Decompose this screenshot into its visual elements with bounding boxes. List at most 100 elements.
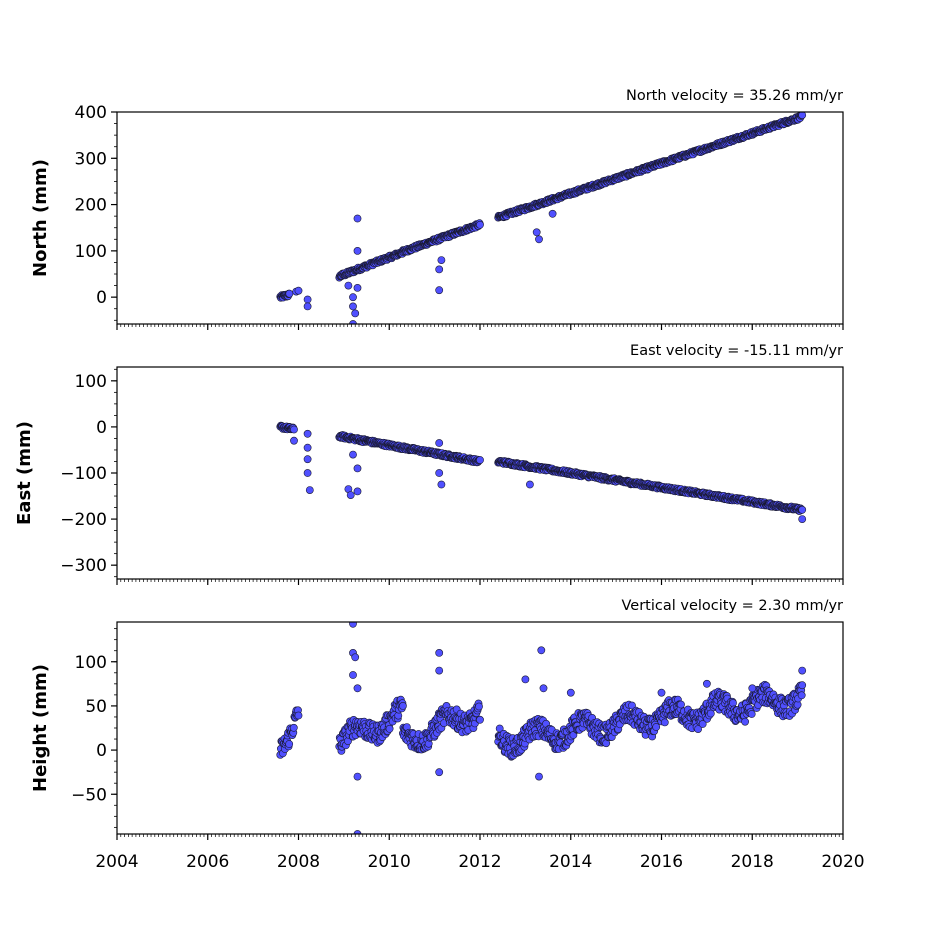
outlier-point <box>303 429 312 438</box>
panel-2: 100 0 −100 −200 −300 East (mm) East velocity =… <box>14 343 844 585</box>
data-point <box>290 425 298 434</box>
y-tick-label: −200 <box>60 510 107 530</box>
y-tick-label: −100 <box>60 464 107 484</box>
data-point <box>694 725 702 733</box>
data-point <box>798 112 807 119</box>
outlier-point <box>566 688 575 697</box>
data-points <box>276 421 807 523</box>
y-tick-label: 100 <box>75 653 107 673</box>
outlier-point <box>435 469 444 477</box>
y-tick-label: 100 <box>75 242 107 262</box>
outlier-point <box>349 450 357 459</box>
outlier-point <box>303 302 312 311</box>
y-tick-label: 400 <box>75 103 107 123</box>
outlier-point <box>435 768 444 777</box>
outlier-point <box>303 443 312 452</box>
panel-1: 0 100 200 300 400 North (mm) North velocity = … <box>30 88 844 330</box>
x-tick-label: 2004 <box>95 852 138 872</box>
outlier-point <box>346 491 355 499</box>
data-point <box>660 718 669 727</box>
data-point <box>294 711 303 720</box>
panel-3: 100 50 0 −50 2004 2006 2008 2010 2012 2014 2016 201… <box>30 598 865 872</box>
outlier-point <box>349 293 357 302</box>
outlier-point <box>303 469 312 477</box>
panel-title: Vertical velocity = 2.30 mm/yr <box>622 598 844 614</box>
x-tick-label: 2014 <box>549 852 592 872</box>
data-point <box>285 289 294 298</box>
data-point <box>797 691 806 700</box>
y-tick-label: 0 <box>96 741 107 761</box>
outlier-point <box>435 439 444 447</box>
data-point <box>476 220 484 229</box>
panel-title: North velocity = 35.26 mm/yr <box>626 88 843 104</box>
data-point <box>628 701 636 710</box>
outlier-point <box>748 684 757 693</box>
y-axis-label: East (mm) <box>14 421 35 525</box>
outlier-point <box>349 302 357 311</box>
data-point <box>747 710 756 718</box>
data-point <box>798 505 807 514</box>
y-tick-label: 0 <box>96 418 107 438</box>
data-point <box>706 709 715 718</box>
outlier-point <box>349 671 357 679</box>
data-point <box>652 723 661 731</box>
y-tick-label: 0 <box>96 288 107 308</box>
outlier-point <box>344 281 353 290</box>
outlier-point <box>351 653 360 662</box>
outlier-point <box>303 295 312 304</box>
y-tick-label: 300 <box>75 149 107 169</box>
y-tick-label: 100 <box>75 372 107 392</box>
outlier-point <box>353 772 362 781</box>
outlier-point <box>351 309 360 318</box>
data-point <box>698 720 707 728</box>
outlier-point <box>353 283 362 292</box>
panel-title: East velocity = -15.11 mm/yr <box>630 343 843 359</box>
x-tick-label: 2010 <box>368 852 411 872</box>
outlier-point <box>353 684 362 693</box>
outlier-point <box>353 830 362 834</box>
x-tick-label: 2008 <box>277 852 320 872</box>
outlier-point <box>535 772 543 781</box>
data-point <box>476 715 484 724</box>
data-points <box>276 112 807 324</box>
outlier-point <box>435 286 444 295</box>
data-point <box>385 724 394 733</box>
outlier-point <box>532 228 541 237</box>
x-tick-label: 2012 <box>458 852 501 872</box>
data-point <box>677 700 685 709</box>
data-point <box>476 456 484 464</box>
data-points <box>276 622 807 834</box>
data-point <box>741 717 749 726</box>
y-axis-label: Height (mm) <box>30 664 51 792</box>
outlier-point <box>353 246 362 255</box>
data-point <box>475 702 483 711</box>
outlier-point <box>435 649 444 657</box>
outlier-point <box>521 675 530 684</box>
data-point <box>398 702 407 710</box>
outlier-point <box>290 436 298 445</box>
outlier-point <box>537 646 546 655</box>
outlier-point <box>657 688 666 697</box>
y-axis-label: North (mm) <box>30 159 51 277</box>
outlier-point <box>353 214 362 223</box>
outlier-point <box>349 622 357 628</box>
outlier-point <box>798 515 807 523</box>
x-tick-label: 2020 <box>821 852 864 872</box>
outlier-point <box>303 455 312 464</box>
x-tick-label: 2018 <box>731 852 774 872</box>
y-tick-label: 200 <box>75 196 107 216</box>
axes-frame <box>116 621 844 835</box>
outlier-point <box>798 666 807 675</box>
y-tick-label: −50 <box>71 785 107 805</box>
outlier-point <box>437 256 446 264</box>
y-tick-label: 50 <box>85 697 107 717</box>
data-point <box>729 699 737 707</box>
data-point <box>798 681 807 690</box>
outlier-point <box>353 487 362 496</box>
outlier-point <box>437 480 446 489</box>
axes-frame <box>116 366 844 580</box>
outlier-point <box>294 286 303 295</box>
data-point <box>289 723 298 732</box>
data-point <box>285 740 294 748</box>
